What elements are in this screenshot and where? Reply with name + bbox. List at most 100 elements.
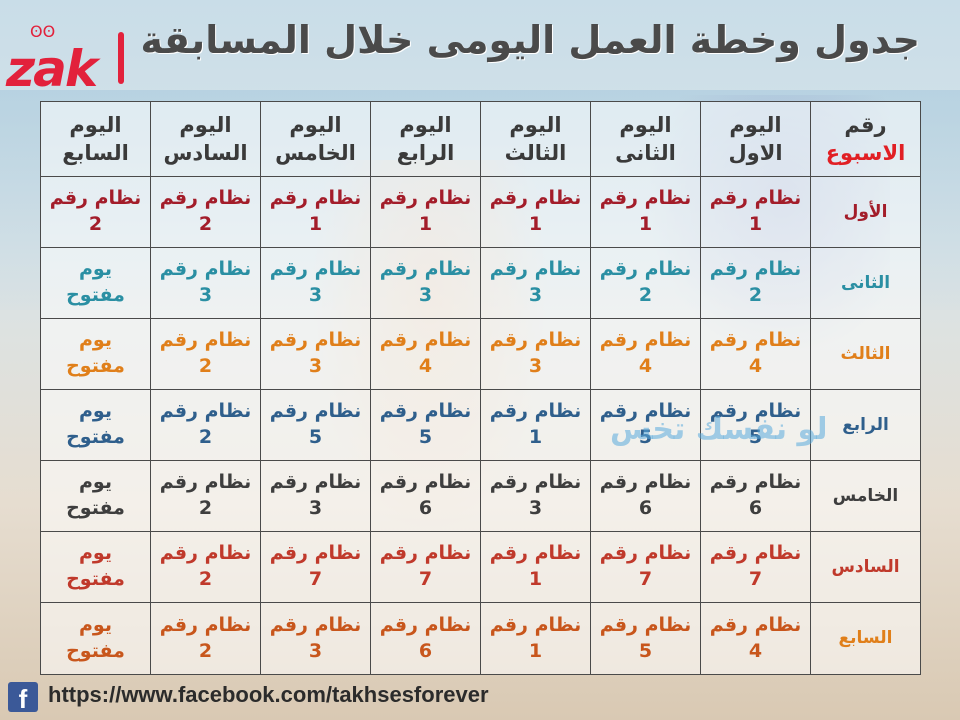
schedule-cell: نظام رقم 4 [370, 318, 481, 390]
day-header-line: اليوم [399, 112, 452, 137]
cell-number: 3 [528, 497, 543, 519]
cell-text-line: نظام رقم [379, 400, 472, 423]
week-label: السابع [810, 602, 921, 675]
logo-face-icon: ʘʘ [30, 22, 56, 41]
cell-number: 2 [638, 284, 653, 306]
cell-number: 2 [198, 355, 213, 377]
schedule-cell: نظام رقم 6 [370, 460, 481, 532]
cell-text-line: نظام رقم [269, 329, 362, 352]
cell-number: مفتوح [66, 568, 125, 590]
table-row: السادس نظام رقم 7 نظام رقم 7 نظام رقم 1 نظام رق… [40, 531, 921, 603]
schedule-cell: يوم مفتوح [40, 247, 151, 319]
cell-number: 2 [88, 213, 103, 235]
cell-text-line: نظام رقم [599, 187, 692, 210]
schedule-cell: نظام رقم 6 [700, 460, 811, 532]
cell-number: 6 [638, 497, 653, 519]
schedule-cell: نظام رقم 5 [260, 389, 371, 461]
day-header: اليوم الثانى [590, 101, 701, 177]
cell-text-line: نظام رقم [269, 471, 362, 494]
day-header-line: السابع [62, 141, 129, 165]
schedule-cell: نظام رقم 1 [370, 176, 481, 248]
day-header: اليوم الرابع [370, 101, 481, 177]
schedule-cell: نظام رقم 1 [590, 176, 701, 248]
cell-text-line: نظام رقم [489, 258, 582, 281]
cell-number: مفتوح [66, 426, 125, 448]
cell-number: 5 [418, 426, 433, 448]
facebook-url-link[interactable]: https://www.facebook.com/takhsesforever [48, 682, 489, 707]
schedule-cell: نظام رقم 3 [480, 318, 591, 390]
cell-number: 4 [748, 639, 763, 662]
cell-text-line: نظام رقم [379, 187, 472, 210]
week-header-label: رقم [844, 112, 887, 137]
table-row: الثانى نظام رقم 2 نظام رقم 2 نظام رقم 3 نظام رق… [40, 247, 921, 319]
cell-number: 3 [308, 497, 323, 519]
schedule-cell: نظام رقم 5 [700, 389, 811, 461]
schedule-cell: نظام رقم 7 [590, 531, 701, 603]
cell-number: 3 [308, 284, 323, 306]
schedule-cell: نظام رقم 7 [700, 531, 811, 603]
cell-text-line: نظام رقم [379, 258, 472, 281]
cell-text-line: نظام رقم [599, 258, 692, 281]
schedule-table: رقم الاسبوع اليوم الاول اليوم الثانى اليوم… [40, 101, 921, 675]
logo-text: zak [6, 40, 98, 98]
cell-text-line: نظام رقم [599, 471, 692, 494]
cell-number: 1 [528, 213, 543, 235]
cell-number: 2 [198, 639, 213, 662]
day-header-line: اليوم [179, 112, 232, 137]
day-header-line: الرابع [396, 141, 455, 165]
cell-text-line: نظام رقم [159, 471, 252, 494]
cell-text-line: نظام رقم [709, 613, 802, 636]
cell-text-line: يوم [79, 542, 112, 565]
schedule-cell: نظام رقم 3 [370, 247, 481, 319]
cell-text-line: نظام رقم [709, 400, 802, 423]
schedule-cell: نظام رقم 5 [370, 389, 481, 461]
cell-text-line: نظام رقم [49, 187, 142, 210]
cell-number: 1 [418, 213, 433, 235]
schedule-cell: نظام رقم 6 [590, 460, 701, 532]
schedule-cell: يوم مفتوح [40, 318, 151, 390]
schedule-cell: نظام رقم 2 [150, 389, 261, 461]
cell-text-line: نظام رقم [489, 329, 582, 352]
schedule-cell: نظام رقم 3 [480, 460, 591, 532]
cell-text-line: نظام رقم [159, 258, 252, 281]
cell-text-line: نظام رقم [709, 471, 802, 494]
cell-text-line: نظام رقم [379, 613, 472, 636]
table-row: الثالث نظام رقم 4 نظام رقم 4 نظام رقم 3 نظام رق… [40, 318, 921, 390]
day-header: اليوم السادس [150, 101, 261, 177]
schedule-cell: نظام رقم 2 [150, 318, 261, 390]
facebook-icon[interactable]: f [8, 682, 38, 714]
table-row: الأول نظام رقم 1 نظام رقم 1 نظام رقم 1 نظام رقم… [40, 176, 921, 248]
schedule-cell: نظام رقم 2 [150, 531, 261, 603]
schedule-cell: نظام رقم 4 [700, 602, 811, 675]
logo-fork-icon [118, 32, 124, 84]
schedule-cell: نظام رقم 2 [150, 602, 261, 675]
cell-number: 5 [748, 426, 763, 448]
cell-number: 6 [418, 497, 433, 519]
schedule-cell: نظام رقم 5 [590, 602, 701, 675]
cell-number: 4 [638, 355, 653, 377]
cell-number: 1 [528, 426, 543, 448]
cell-number: 7 [418, 568, 433, 590]
cell-number: 3 [528, 284, 543, 306]
schedule-cell: نظام رقم 2 [590, 247, 701, 319]
cell-text-line: نظام رقم [489, 613, 582, 636]
cell-number: 5 [308, 426, 323, 448]
day-header-line: الثالث [504, 141, 567, 165]
schedule-cell: نظام رقم 4 [590, 318, 701, 390]
schedule-cell: نظام رقم 1 [480, 602, 591, 675]
zak-logo: ʘʘ zak [6, 22, 136, 98]
schedule-cell: نظام رقم 1 [480, 389, 591, 461]
cell-number: مفتوح [66, 639, 125, 662]
cell-text-line: نظام رقم [159, 187, 252, 210]
cell-number: 5 [638, 639, 653, 662]
cell-text-line: نظام رقم [269, 187, 362, 210]
cell-number: 3 [198, 284, 213, 306]
schedule-cell: نظام رقم 3 [260, 318, 371, 390]
schedule-cell: نظام رقم 6 [370, 602, 481, 675]
cell-text-line: نظام رقم [709, 329, 802, 352]
week-header-label-accent: الاسبوع [825, 141, 906, 165]
schedule-cell: نظام رقم 3 [480, 247, 591, 319]
cell-number: مفتوح [66, 355, 125, 377]
cell-text-line: نظام رقم [379, 329, 472, 352]
day-header-line: اليوم [509, 112, 562, 137]
